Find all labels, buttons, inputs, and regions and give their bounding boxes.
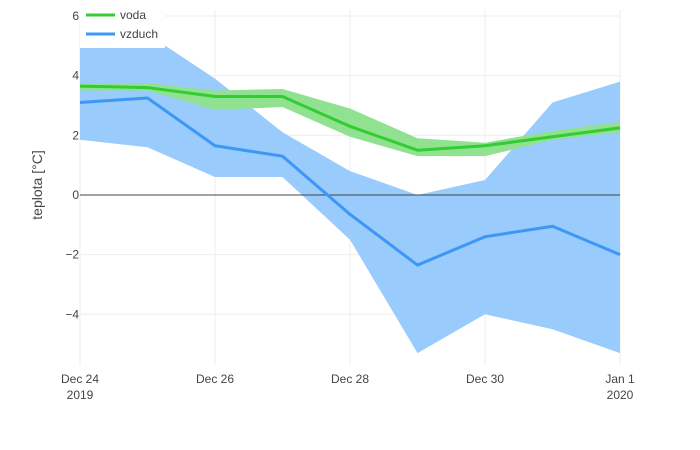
legend[interactable]: voda vzduch [80, 4, 165, 48]
legend-label: vzduch [120, 27, 158, 41]
x-tick-label: Dec 28 [331, 372, 369, 386]
band-vzduch [80, 33, 620, 354]
x-tick-label: Dec 24 2019 [61, 372, 99, 402]
x-axis-ticks: Dec 24 2019 Dec 26 Dec 28 Dec 30 Jan 1 2020 [61, 372, 635, 402]
y-tick-label: 2 [72, 128, 79, 142]
legend-item-voda[interactable]: voda [86, 8, 146, 22]
series-lines [79, 84, 621, 267]
y-tick-label: 4 [72, 69, 79, 83]
x-tick-label: Dec 26 [196, 372, 234, 386]
legend-item-vzduch[interactable]: vzduch [86, 27, 158, 41]
y-axis-ticks: 6 4 2 0 −2 −4 [65, 9, 79, 321]
y-axis-title: teplota [°C] [29, 150, 45, 219]
y-tick-label: −2 [65, 248, 79, 262]
x-tick-label: Dec 30 [466, 372, 504, 386]
y-tick-label: 0 [72, 188, 79, 202]
uncertainty-bands [80, 33, 620, 354]
legend-background [80, 4, 165, 48]
y-tick-label: 6 [72, 9, 79, 23]
y-tick-label: −4 [65, 307, 79, 321]
line-vzduch [79, 96, 621, 267]
line-voda [79, 84, 621, 152]
legend-label: voda [120, 8, 146, 22]
band-voda [80, 83, 620, 157]
x-tick-label: Jan 1 2020 [605, 372, 635, 402]
